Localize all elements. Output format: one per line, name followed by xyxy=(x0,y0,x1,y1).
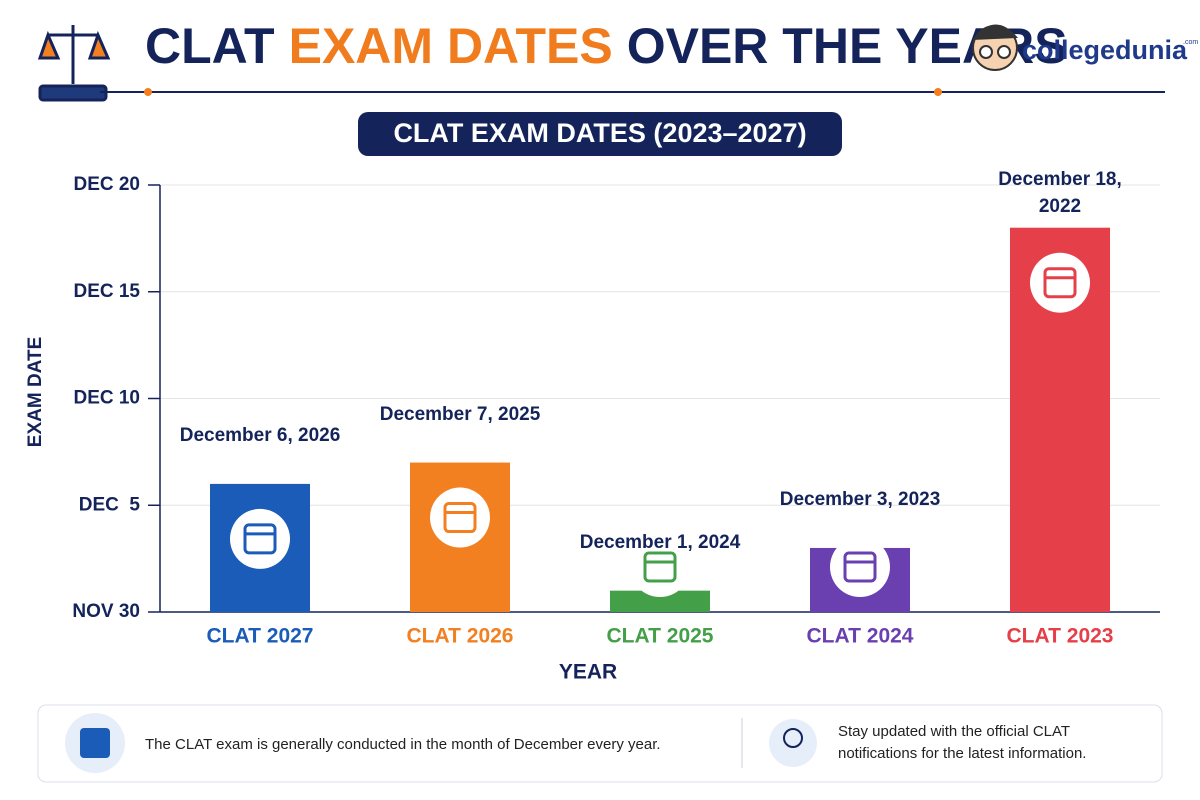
bar-icon xyxy=(1030,252,1090,313)
x-tick-label: CLAT 2026 xyxy=(407,625,514,648)
note: The CLAT exam is generally conducted in … xyxy=(145,736,661,753)
x-tick-label: CLAT 2023 xyxy=(1007,625,1114,648)
bulb-icon xyxy=(783,728,803,748)
title: CLAT EXAM DATES OVER THE YEARS xyxy=(145,18,1068,74)
value-label: December 6, 2026 xyxy=(179,424,341,446)
footer-box xyxy=(37,704,1163,783)
bulb-icon xyxy=(769,719,817,767)
bar-icon xyxy=(230,508,290,569)
y-tick-label: DEC 5 xyxy=(79,494,141,515)
bar-icon xyxy=(830,537,890,597)
bar-icon xyxy=(243,523,277,555)
y-tick-label: DEC 10 xyxy=(73,388,140,409)
subtitle-box xyxy=(358,112,842,156)
brand: collegedunia xyxy=(1022,35,1188,65)
title-part: EXAM DATES xyxy=(289,18,613,74)
bar-icon xyxy=(630,537,690,597)
rule-dot xyxy=(144,88,152,96)
x-tick-label: CLAT 2024 xyxy=(807,625,914,648)
y-tick-label: DEC 20 xyxy=(73,174,140,195)
note: Stay updated with the official CLAT noti… xyxy=(838,723,1087,762)
bar-icon xyxy=(643,551,677,583)
scale-icon xyxy=(37,25,111,102)
value-label: December 1, 2024 xyxy=(579,531,741,553)
value-label: December 18, 2022 xyxy=(998,168,1122,217)
bar-icon xyxy=(843,551,877,583)
brand-suffix: .com xyxy=(1183,39,1198,46)
bar-icon xyxy=(443,502,477,534)
x-axis-label: YEAR xyxy=(559,661,617,684)
y-axis-label: EXAM DATE xyxy=(25,337,46,447)
title-part: CLAT xyxy=(145,18,275,74)
brand-mascot xyxy=(972,24,1018,71)
bar-icon xyxy=(1043,267,1077,299)
rule-dot xyxy=(934,88,942,96)
x-tick-label: CLAT 2025 xyxy=(607,625,714,648)
chart-title: CLAT EXAM DATES (2023–2027) xyxy=(393,118,806,148)
value-label: December 3, 2023 xyxy=(779,488,941,510)
note-icon xyxy=(80,728,110,758)
value-label: December 7, 2025 xyxy=(379,403,541,425)
bar xyxy=(610,590,710,612)
y-tick-label: DEC 15 xyxy=(73,281,140,302)
y-tick-label: NOV 30 xyxy=(72,601,140,622)
x-tick-label: CLAT 2027 xyxy=(207,625,314,648)
bar-icon xyxy=(430,487,490,548)
